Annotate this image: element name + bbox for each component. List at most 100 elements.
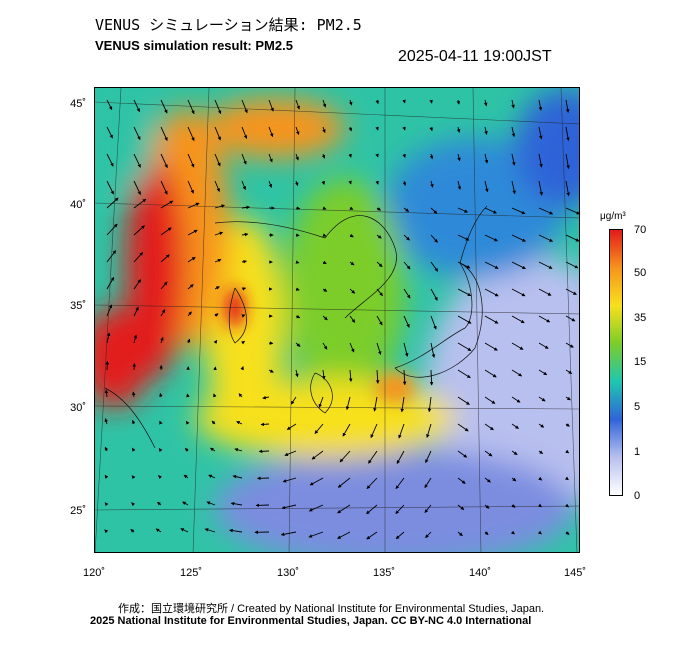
wind-arrow xyxy=(308,531,324,538)
wind-arrow xyxy=(241,205,250,210)
wind-arrow xyxy=(160,309,166,317)
credit-english: 2025 National Institute for Environmenta… xyxy=(90,615,532,627)
wind-arrow xyxy=(295,99,300,110)
wind-arrow xyxy=(133,252,144,263)
wind-arrow xyxy=(348,369,353,382)
wind-arrow xyxy=(349,288,356,294)
wind-arrow xyxy=(268,180,273,188)
wind-arrow xyxy=(106,250,117,263)
wind-arrow xyxy=(430,180,434,188)
wind-arrow xyxy=(538,476,543,481)
wind-arrow xyxy=(565,396,571,401)
wind-arrow xyxy=(565,288,577,295)
wind-arrow xyxy=(565,207,579,215)
wind-arrow xyxy=(262,395,270,400)
wind-arrow xyxy=(280,531,297,537)
wind-arrow xyxy=(538,99,543,111)
wind-arrow xyxy=(402,99,406,104)
wind-arrow xyxy=(106,223,118,236)
wind-arrow xyxy=(158,448,163,452)
wind-arrow xyxy=(133,198,147,209)
wind-arrow xyxy=(403,234,410,241)
wind-arrow xyxy=(429,153,434,160)
wind-arrow xyxy=(104,389,109,398)
wind-arrow xyxy=(484,207,497,214)
wind-arrow xyxy=(308,504,324,512)
wind-arrow xyxy=(429,126,433,132)
wind-arrow xyxy=(160,126,168,142)
wind-arrow xyxy=(104,529,109,534)
wind-arrow xyxy=(457,531,463,537)
wind-arrow xyxy=(395,504,405,515)
wind-arrow xyxy=(160,281,168,290)
lat-label-40: 40˚ xyxy=(70,199,86,211)
wind-arrow xyxy=(484,450,493,457)
wind-arrow xyxy=(537,503,542,508)
wind-arrow xyxy=(402,369,407,386)
wind-arrow xyxy=(160,227,172,236)
wind-arrow xyxy=(565,315,576,322)
wind-arrow xyxy=(260,422,270,427)
wind-arrow xyxy=(234,448,243,452)
wind-arrow xyxy=(214,126,221,141)
wind-arrow xyxy=(290,396,297,405)
wind-arrow xyxy=(213,339,218,344)
wind-arrow xyxy=(106,332,111,344)
wind-arrow xyxy=(160,200,174,209)
forecast-timestamp: 2025-04-11 19:00JST xyxy=(398,48,552,65)
wind-arrow xyxy=(565,503,569,508)
wind-arrow xyxy=(214,231,224,236)
lat-label-25: 25˚ xyxy=(70,505,86,517)
wind-arrow xyxy=(457,261,471,269)
wind-arrow xyxy=(348,180,352,185)
wind-arrow xyxy=(318,396,324,408)
colorbar xyxy=(609,229,623,496)
wind-arrow xyxy=(158,475,162,479)
wind-arrow xyxy=(106,197,119,209)
wind-vectors xyxy=(104,99,579,540)
wind-arrow xyxy=(133,334,138,344)
wind-arrow xyxy=(187,126,195,142)
wind-arrow xyxy=(457,504,465,510)
wind-arrow xyxy=(295,314,301,319)
wind-arrow xyxy=(456,126,461,133)
wind-arrow xyxy=(457,288,472,297)
wind-arrow xyxy=(230,501,243,506)
wind-arrow xyxy=(241,232,249,237)
wind-arrow xyxy=(430,315,437,330)
wind-arrow xyxy=(565,531,570,535)
lon-label-145: 145˚ xyxy=(563,567,587,579)
wind-arrow xyxy=(337,477,351,488)
wind-arrow xyxy=(425,531,432,539)
wind-arrow xyxy=(457,396,470,405)
wind-arrow xyxy=(484,531,489,535)
wind-arrow xyxy=(321,153,326,159)
wind-arrow xyxy=(241,153,247,165)
wind-arrow xyxy=(429,99,433,104)
pm25-map[interactable] xyxy=(94,87,580,553)
wind-arrow xyxy=(375,126,379,131)
wind-arrow xyxy=(457,234,470,241)
wind-arrow xyxy=(403,207,410,212)
wind-arrow xyxy=(484,342,498,351)
wind-arrow xyxy=(214,180,220,193)
wind-arrow xyxy=(376,288,383,297)
wind-arrow xyxy=(241,340,246,345)
wind-arrow xyxy=(430,207,438,214)
wind-arrow xyxy=(366,504,378,515)
wind-arrow xyxy=(185,420,190,425)
wind-arrow xyxy=(322,99,327,108)
wind-arrow xyxy=(322,260,327,265)
wind-arrow xyxy=(349,342,355,353)
wind-arrow xyxy=(104,502,109,507)
wind-arrow xyxy=(322,288,328,292)
wind-arrow xyxy=(430,261,439,272)
wind-arrow xyxy=(376,315,383,326)
lon-label-135: 135˚ xyxy=(372,567,396,579)
wind-arrow xyxy=(511,342,524,350)
wind-arrow xyxy=(538,153,543,168)
wind-arrow xyxy=(206,501,216,506)
wind-arrow xyxy=(457,207,469,213)
wind-arrow xyxy=(538,396,546,402)
wind-arrow xyxy=(511,153,516,166)
